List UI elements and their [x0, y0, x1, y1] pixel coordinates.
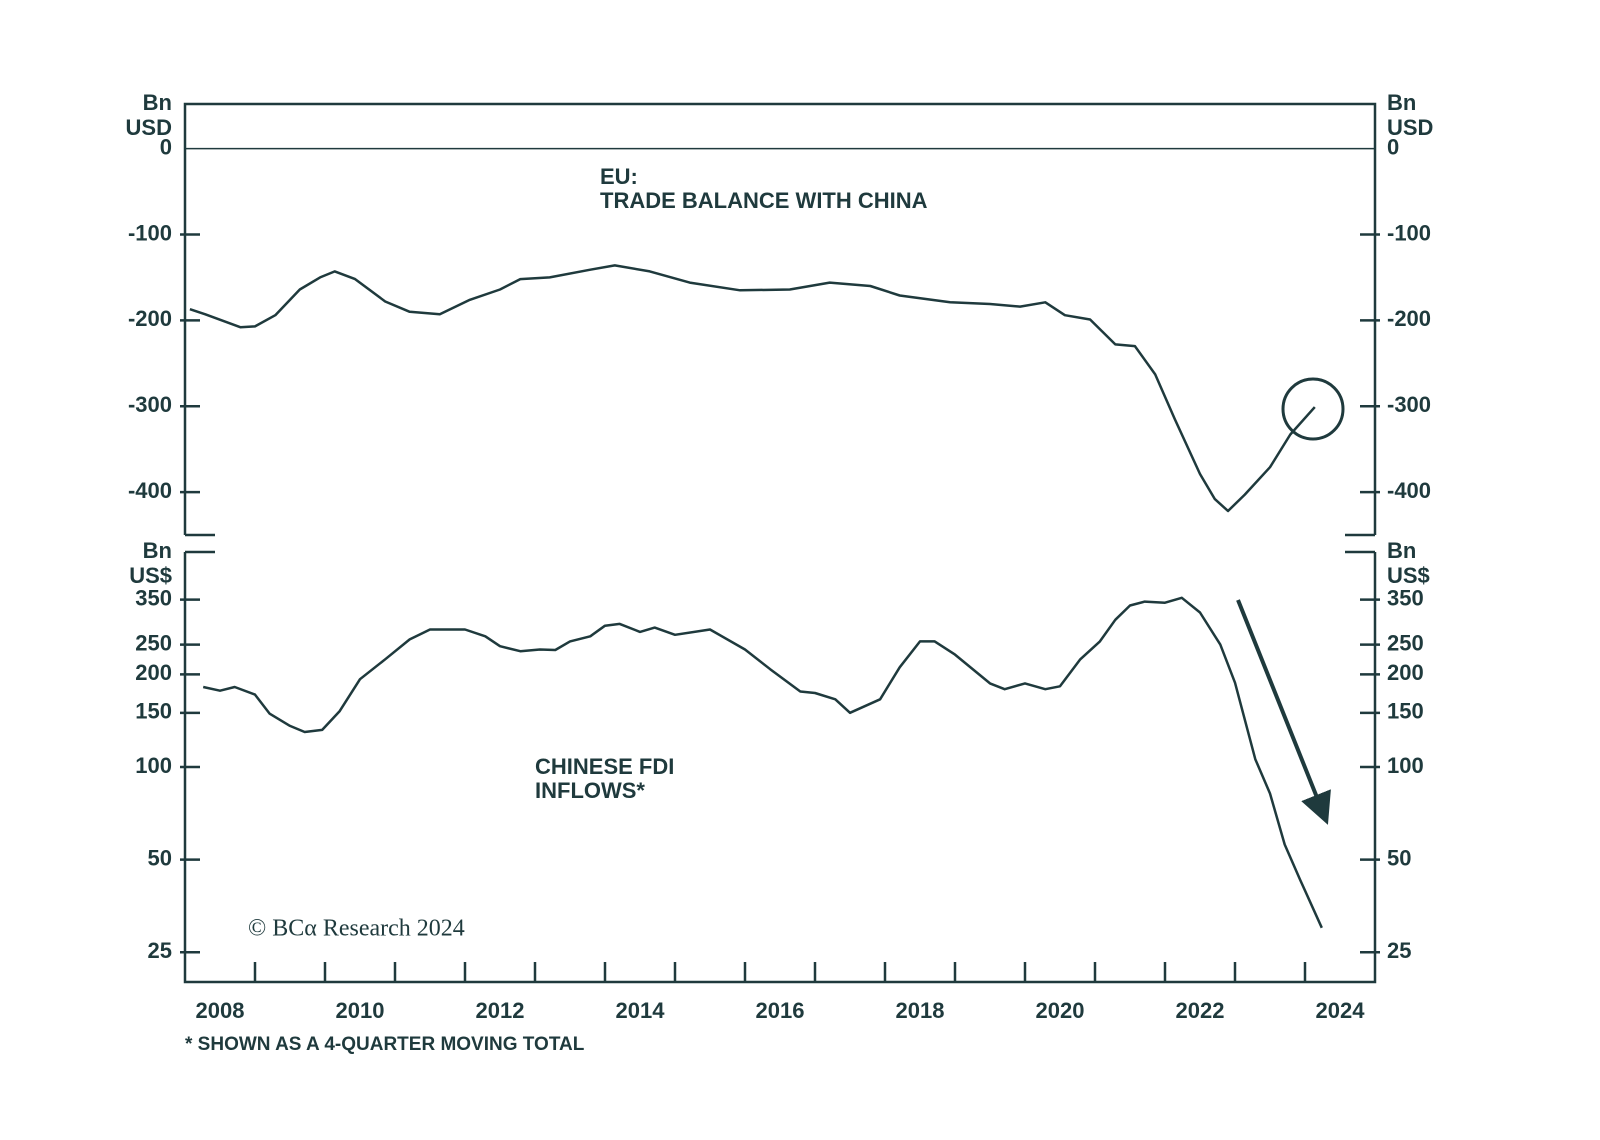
y-tick-label: -100 [128, 220, 172, 245]
panel-title: TRADE BALANCE WITH CHINA [600, 188, 928, 213]
y-tick-label: 100 [1387, 753, 1424, 778]
panel-title: EU: [600, 164, 638, 189]
y-tick-label: 0 [160, 134, 172, 159]
x-tick-label: 2018 [896, 998, 945, 1023]
y-tick-label: 250 [1387, 630, 1424, 655]
panel-title: INFLOWS* [535, 778, 645, 803]
y-tick-label: 100 [135, 753, 172, 778]
y-tick-label: 0 [1387, 134, 1399, 159]
x-tick-label: 2008 [196, 998, 245, 1023]
y-unit: USD [126, 115, 172, 140]
y-tick-label: 250 [135, 630, 172, 655]
y-tick-label: 150 [1387, 699, 1424, 724]
source: © BCα Research 2024 [248, 916, 465, 942]
y-tick-label: 25 [148, 938, 172, 963]
y-unit: USD [1387, 115, 1433, 140]
x-tick-label: 2022 [1176, 998, 1225, 1023]
x-tick-label: 2020 [1036, 998, 1085, 1023]
y-unit: US$ [1387, 563, 1430, 588]
arrow [1236, 599, 1331, 825]
x-tick-label: 2024 [1316, 998, 1366, 1023]
top-frame [183, 102, 1377, 535]
y-tick-label: -400 [128, 478, 172, 503]
footnote: * SHOWN AS A 4-QUARTER MOVING TOTAL [185, 1034, 585, 1055]
x-tick-label: 2012 [476, 998, 525, 1023]
x-tick-label: 2010 [336, 998, 385, 1023]
y-unit: Bn [1387, 90, 1416, 115]
y-tick-label: -100 [1387, 220, 1431, 245]
highlight-circle [1281, 377, 1345, 441]
y-unit: Bn [1387, 538, 1416, 563]
y-tick-label: 150 [135, 699, 172, 724]
y-tick-label: 25 [1387, 938, 1411, 963]
y-tick-label: 200 [1387, 660, 1424, 685]
y-tick-label: 350 [1387, 585, 1424, 610]
series-line [189, 264, 1316, 513]
y-unit: US$ [129, 563, 172, 588]
y-tick-label: -200 [1387, 306, 1431, 331]
y-unit: Bn [143, 538, 172, 563]
y-tick-label: 50 [148, 845, 172, 870]
y-unit: Bn [143, 90, 172, 115]
x-tick-label: 2016 [756, 998, 805, 1023]
x-tick-label: 2014 [616, 998, 666, 1023]
y-tick-label: -300 [128, 392, 172, 417]
y-tick-label: 50 [1387, 845, 1411, 870]
y-tick-label: -200 [128, 306, 172, 331]
y-tick-label: 350 [135, 585, 172, 610]
series-line [202, 596, 1323, 929]
y-tick-label: -300 [1387, 392, 1431, 417]
panel-title: CHINESE FDI [535, 754, 674, 779]
y-tick-label: -400 [1387, 478, 1431, 503]
y-tick-label: 200 [135, 660, 172, 685]
